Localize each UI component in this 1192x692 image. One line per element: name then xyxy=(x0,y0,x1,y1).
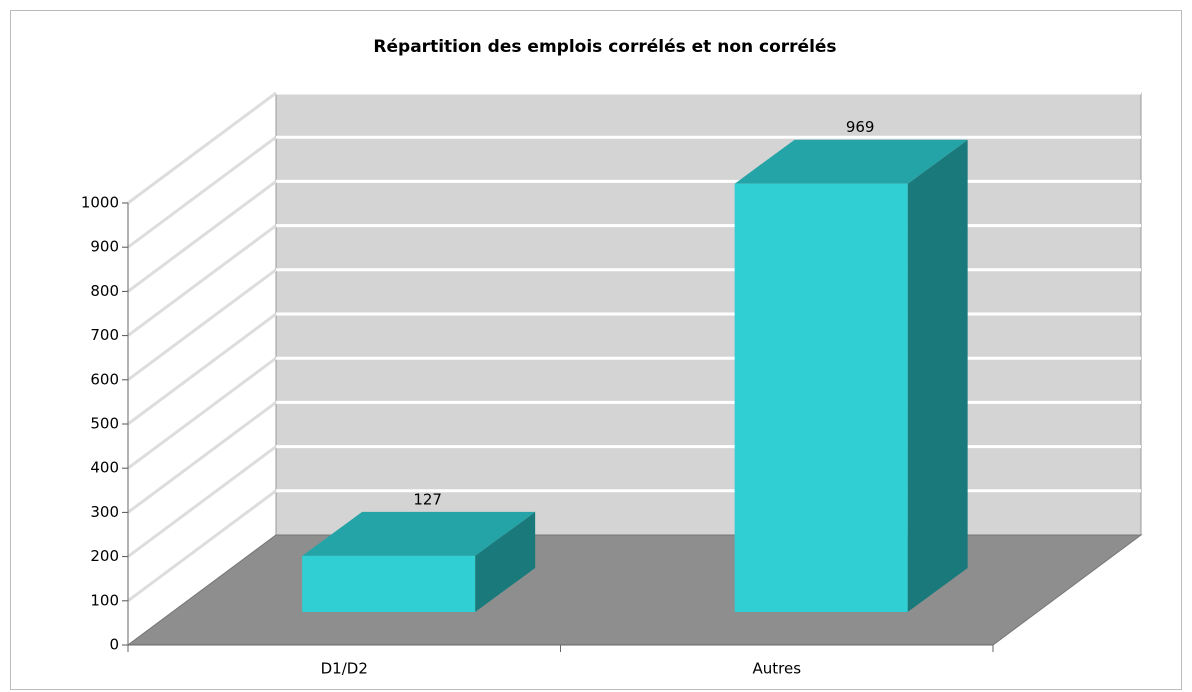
bar-side xyxy=(907,139,968,612)
y-tick-label: 1000 xyxy=(81,194,119,212)
bar xyxy=(302,555,476,612)
y-tick-label: 200 xyxy=(90,547,119,565)
y-tick-label: 300 xyxy=(90,503,119,521)
grid-line xyxy=(127,445,277,558)
grid-line xyxy=(127,268,277,382)
chart-title: Répartition des emplois corrélés et non … xyxy=(373,37,836,57)
grid-line xyxy=(127,91,277,205)
bar-top xyxy=(734,139,968,184)
grid-line xyxy=(127,224,277,337)
grid-line xyxy=(127,401,277,514)
grid-line xyxy=(127,356,277,470)
y-tick-label: 700 xyxy=(90,326,119,344)
grid-line xyxy=(127,489,277,603)
bar-top xyxy=(302,511,536,556)
grid-line xyxy=(127,135,277,249)
value-label: 127 xyxy=(413,490,442,508)
bar-side xyxy=(475,511,536,612)
y-tick-label: 400 xyxy=(90,459,119,477)
value-label: 969 xyxy=(846,118,875,136)
x-tick-label: Autres xyxy=(752,660,801,678)
grid-line xyxy=(127,180,277,293)
y-tick-label: 600 xyxy=(90,370,119,388)
x-tick-label: D1/D2 xyxy=(321,660,368,678)
y-tick-label: 500 xyxy=(90,415,119,433)
floor xyxy=(126,534,1143,646)
y-tick-label: 0 xyxy=(109,636,119,654)
grid-line xyxy=(127,312,277,426)
bar xyxy=(734,183,908,612)
y-tick-label: 900 xyxy=(90,238,119,256)
y-tick-label: 800 xyxy=(90,282,119,300)
y-tick-label: 100 xyxy=(90,591,119,609)
